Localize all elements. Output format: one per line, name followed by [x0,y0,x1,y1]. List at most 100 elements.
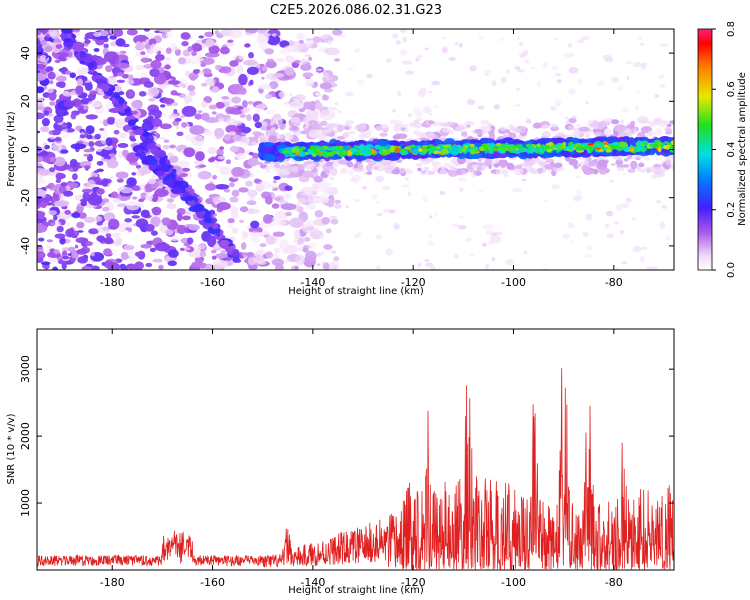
spectrogram-cell [568,117,577,124]
spectrogram-cell [278,166,287,170]
spectrogram-cell [228,131,236,136]
spectrogram-cell [375,175,384,183]
spectrogram-cell [150,43,158,52]
spectrogram-cell [550,144,556,149]
spectrogram-cell [40,39,47,46]
spectrogram-cell [37,218,43,224]
spectrogram-cell [231,189,240,197]
spectrogram-cell [304,164,315,171]
spectrogram-cell [200,112,210,121]
spectrogram-cell [62,255,69,260]
spectrogram-cell [159,222,163,228]
spectrogram-cell [176,125,180,130]
spectrogram-cell [168,249,179,258]
spectrogram-cell [342,132,350,139]
spectrogram-cell [514,104,522,107]
spectrogram-cell [85,125,95,135]
spectrogram-cell [307,242,318,249]
spectrogram-cell [235,131,242,135]
spectrogram-cell [540,144,550,150]
spectrogram-cell [440,122,451,127]
spectrogram-cell [625,197,632,203]
spectrogram-cell [474,129,483,134]
spectrogram-cell [538,149,542,153]
spectrogram-cell [665,159,672,166]
spectrogram-cell [266,34,281,46]
spectrogram-cell [274,163,281,169]
spectrogram-cell [103,94,110,99]
spectrogram-cell [389,145,395,153]
spectrogram-cell [140,51,146,55]
spectrogram-cell [239,219,244,223]
spectrogram-cell [218,117,225,122]
spectrogram-cell [264,195,273,205]
spectrogram-cell [582,231,589,237]
spectrogram-cell [262,121,268,128]
spectrogram-cell [248,256,256,266]
spectrogram-cell [111,97,117,102]
spectrogram-cell [109,35,117,40]
spectrogram-cell [464,121,475,126]
spectrogram-cell [576,124,581,128]
spectrogram-cell [640,63,647,70]
spectrogram-cell [366,171,373,175]
spectrogram-cell [152,118,163,127]
spectrogram-cell [616,267,619,270]
spectrogram-cell [65,122,73,129]
spectrogram-cell [534,146,541,154]
spectrogram-cell [502,169,509,176]
spectrogram-cell [454,125,463,132]
spectrogram-cell [428,90,432,94]
spectrogram-cell [628,137,635,143]
snr-x-tick-label: -180 [100,576,125,589]
spectrogram-cell [307,150,314,155]
spectrogram-cell [554,99,562,107]
spectrogram-cell [379,132,388,137]
spectrogram-cell [556,79,562,84]
spectrogram-cell [583,254,593,259]
spectrogram-cell [178,57,186,65]
spectrogram-cell [528,167,536,173]
spectrogram-cell [541,131,552,139]
spectrogram-cell [172,101,178,107]
spectrogram-cell [231,96,241,104]
spectrogram-cell [225,159,231,165]
spectrogram-cell [247,189,258,198]
spectrogram-cell [265,110,276,114]
spectrogram-cell [135,218,149,229]
spectrogram-cell [654,94,660,98]
spectrogram-cell [45,185,52,189]
spectrogram-cell [512,128,521,133]
spectrogram-cell [252,113,260,123]
spectrogram-cell [659,221,666,230]
spectrogram-cell [150,59,162,69]
spectrogram-cell [229,145,239,153]
spectrogram-cell [376,201,380,204]
spectrogram-cell [176,224,187,235]
spectrogram-cell [150,131,157,134]
snr-series-line [37,368,674,570]
spectrogram-cell [505,259,514,266]
spectrogram-cell [199,251,207,258]
spectrogram-cell [37,86,45,94]
spectrogram-cell [322,129,329,133]
spectrogram-cell [567,146,575,151]
spectrogram-cell [93,215,103,222]
spectrogram-cell [69,158,78,167]
spectrogram-cell [424,47,429,51]
spectrogram-cell [94,133,101,140]
spectrogram-cell [96,235,106,242]
spectrogram-cell [300,152,306,157]
spectrogram-cell [144,224,155,232]
spectrogram-cell [309,154,321,161]
spectrogram-cell [458,43,463,48]
spectrogram-cell [334,58,340,62]
spectrogram-cell [386,149,391,154]
spectrogram-cell [283,45,300,53]
spectrogram-cell [551,65,559,71]
spectrogram-cell [96,181,106,186]
spectrogram-cell [110,191,119,199]
spectrogram-cell [631,216,637,221]
spectrogram-cell [601,147,608,150]
spectrogram-cell [37,112,45,120]
